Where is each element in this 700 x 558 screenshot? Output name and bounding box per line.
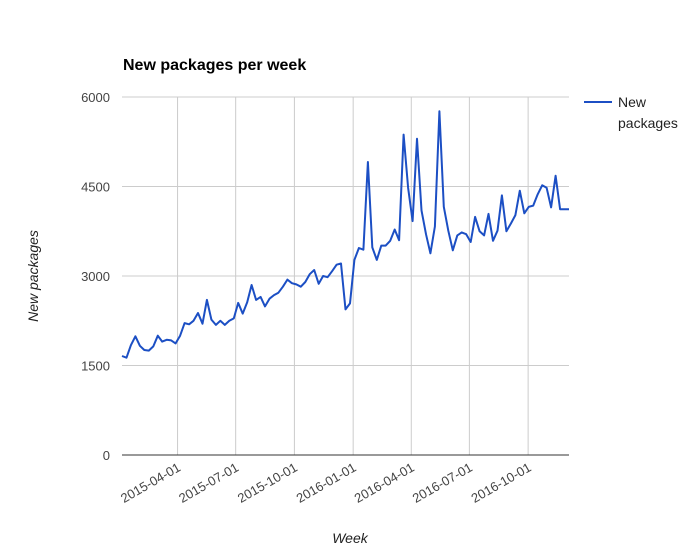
series-line-new-packages[interactable] <box>121 110 569 359</box>
y-axis-label: New packages <box>25 230 41 322</box>
y-tick-label: 1500 <box>81 359 110 374</box>
x-tick-label: 2016-07-01 <box>410 460 475 506</box>
y-axis-ticks: 0 1500 3000 4500 6000 <box>81 90 110 463</box>
y-tick-label: 0 <box>103 448 110 463</box>
chart-title: New packages per week <box>123 57 306 74</box>
x-tick-label: 2015-10-01 <box>235 460 300 506</box>
grid-lines <box>122 96 569 455</box>
series-layer <box>121 110 569 359</box>
x-tick-label: 2015-07-01 <box>176 460 241 506</box>
y-tick-label: 6000 <box>81 90 110 105</box>
legend[interactable]: New packages <box>584 94 678 131</box>
x-tick-label: 2015-04-01 <box>118 460 183 506</box>
legend-label: New packages <box>618 94 678 131</box>
x-tick-label: 2016-04-01 <box>352 460 417 506</box>
y-tick-label: 4500 <box>81 180 110 195</box>
x-axis-label: Week <box>332 530 369 546</box>
x-tick-label: 2016-01-01 <box>294 460 359 506</box>
y-tick-label: 3000 <box>81 269 110 284</box>
x-axis-ticks: 2015-04-012015-07-012015-10-012016-01-01… <box>118 460 534 506</box>
x-tick-label: 2016-10-01 <box>469 460 534 506</box>
